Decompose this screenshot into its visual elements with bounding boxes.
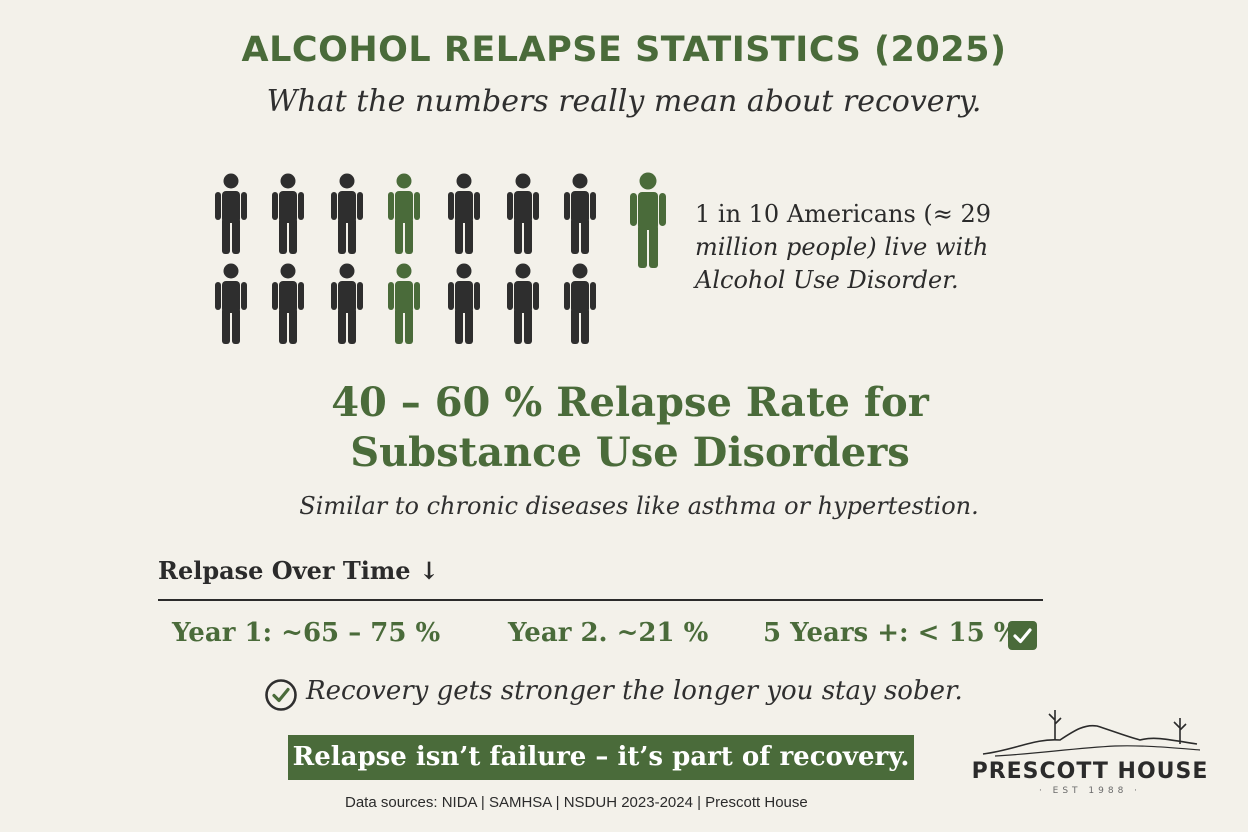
person-icon	[446, 262, 482, 344]
relapse-headline: 40 – 60 % Relapse Rate for Substance Use…	[300, 378, 960, 478]
logo-established: · EST 1988 ·	[1038, 786, 1142, 796]
highlight-person-icon	[628, 170, 668, 268]
year-1-stat: Year 1: ~65 – 75 %	[172, 618, 441, 648]
person-icon	[213, 262, 249, 344]
year-5-stat: 5 Years +: < 15 %	[763, 618, 1019, 648]
relapse-note: Similar to chronic diseases like asthma …	[299, 492, 979, 520]
page-title: ALCOHOL RELAPSE STATISTICS (2025)	[241, 30, 1007, 70]
relapse-headline-line-2: Substance Use Disorders	[350, 429, 910, 476]
pictogram-grid	[205, 170, 615, 345]
person-icon	[213, 172, 249, 254]
person-icon	[505, 262, 541, 344]
person-icon	[329, 172, 365, 254]
divider	[158, 599, 1043, 601]
stat-line-1: 1 in 10 Americans (≈ 29	[695, 200, 992, 228]
data-sources: Data sources: NIDA | SAMHSA | NSDUH 2023…	[345, 794, 808, 811]
stat-line-3: Alcohol Use Disorder.	[695, 266, 959, 294]
logo-name: PRESCOTT HOUSE	[971, 759, 1209, 784]
over-time-heading: Relpase Over Time ↓	[158, 556, 440, 585]
person-icon	[562, 262, 598, 344]
person-icon	[386, 172, 422, 254]
circle-check-icon	[264, 678, 298, 712]
person-icon	[270, 172, 306, 254]
mountain-logo-icon	[975, 700, 1205, 760]
page-subtitle: What the numbers really mean about recov…	[266, 84, 982, 119]
checkbox-check-icon	[1008, 621, 1037, 650]
stat-line-2: million people) live with	[695, 233, 989, 261]
year-2-stat: Year 2. ~21 %	[508, 618, 709, 648]
person-icon	[446, 172, 482, 254]
person-icon	[270, 262, 306, 344]
person-icon	[562, 172, 598, 254]
relapse-headline-line-1: 40 – 60 % Relapse Rate for	[331, 379, 929, 426]
person-icon	[386, 262, 422, 344]
recovery-note: Recovery gets stronger the longer you st…	[306, 676, 963, 706]
stat-description: 1 in 10 Americans (≈ 29 million people) …	[695, 198, 1025, 297]
person-icon	[505, 172, 541, 254]
person-icon	[329, 262, 365, 344]
key-message-banner: Relapse isn’t failure – it’s part of rec…	[288, 735, 914, 780]
